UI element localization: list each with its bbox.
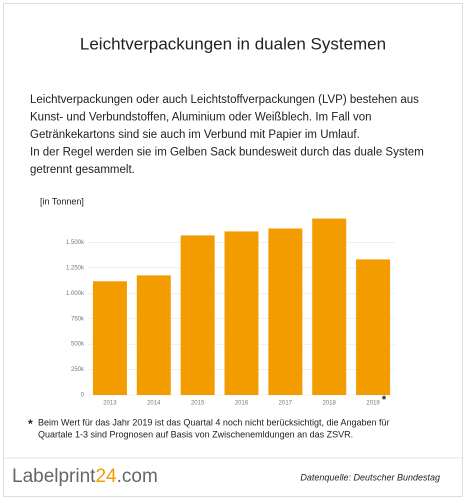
intro: Leichtverpackungen oder auch Leichtstoff… [30, 94, 424, 176]
x-tick-label: 2017 [279, 401, 293, 407]
y-axis-label: [in Tonnen] [40, 196, 84, 206]
y-tick-label: 1.500k [66, 240, 85, 246]
y-tick-label: 0 [81, 393, 85, 399]
intro-line: Leichtverpackungen oder auch Leichtstoff… [30, 94, 419, 106]
y-tick-label: 750k [71, 316, 85, 322]
x-tick-label: 2014 [147, 401, 161, 407]
annotation: * [382, 394, 387, 406]
logo-part: .com [117, 466, 158, 487]
bar [92, 281, 127, 395]
y-tick-label: 1.250k [66, 265, 85, 271]
title: Leichtverpackungen in dualen Systemen [80, 34, 386, 53]
logo-part: Labelprint [12, 466, 96, 487]
y-tick-label: 500k [71, 342, 85, 348]
footnote-marker: * [28, 417, 33, 431]
logo-part: 24 [95, 466, 117, 487]
y-tick-label: 250k [71, 367, 85, 373]
intro-line: Getränkekartons sind sie auch im Verbund… [30, 129, 360, 141]
y-tick-label: 1.000k [66, 291, 85, 297]
x-tick-label: 2018 [323, 401, 337, 407]
bar [312, 218, 347, 395]
footnote-line: Beim Wert für das Jahr 2019 ist das Quar… [38, 417, 390, 427]
x-tick-label: 2016 [235, 401, 249, 407]
intro-line: Kunst- und Verbundstoffen, Aluminium ode… [30, 112, 372, 124]
intro-line: getrennt gesammelt. [30, 164, 135, 176]
chart: 0 250k 500k 750k 1.000k 1.250k 1.500k 2013 2014 2… [66, 218, 395, 407]
bar [356, 259, 391, 395]
source: Datenquelle: Deutscher Bundestag [300, 472, 440, 482]
footnote: Beim Wert für das Jahr 2019 ist das Quar… [38, 417, 390, 439]
x-tick-label: 2019 [366, 401, 380, 407]
bar [136, 275, 171, 395]
bar [224, 231, 259, 395]
bar [268, 228, 303, 395]
logo: Labelprint24.com [12, 466, 158, 487]
x-tick-label: 2013 [103, 401, 117, 407]
footnote-line: Quartale 1-3 sind Prognosen auf Basis vo… [38, 429, 353, 439]
intro-line: In der Regel werden sie im Gelben Sack b… [30, 147, 424, 159]
bar [180, 235, 215, 395]
x-tick-label: 2015 [191, 401, 205, 407]
